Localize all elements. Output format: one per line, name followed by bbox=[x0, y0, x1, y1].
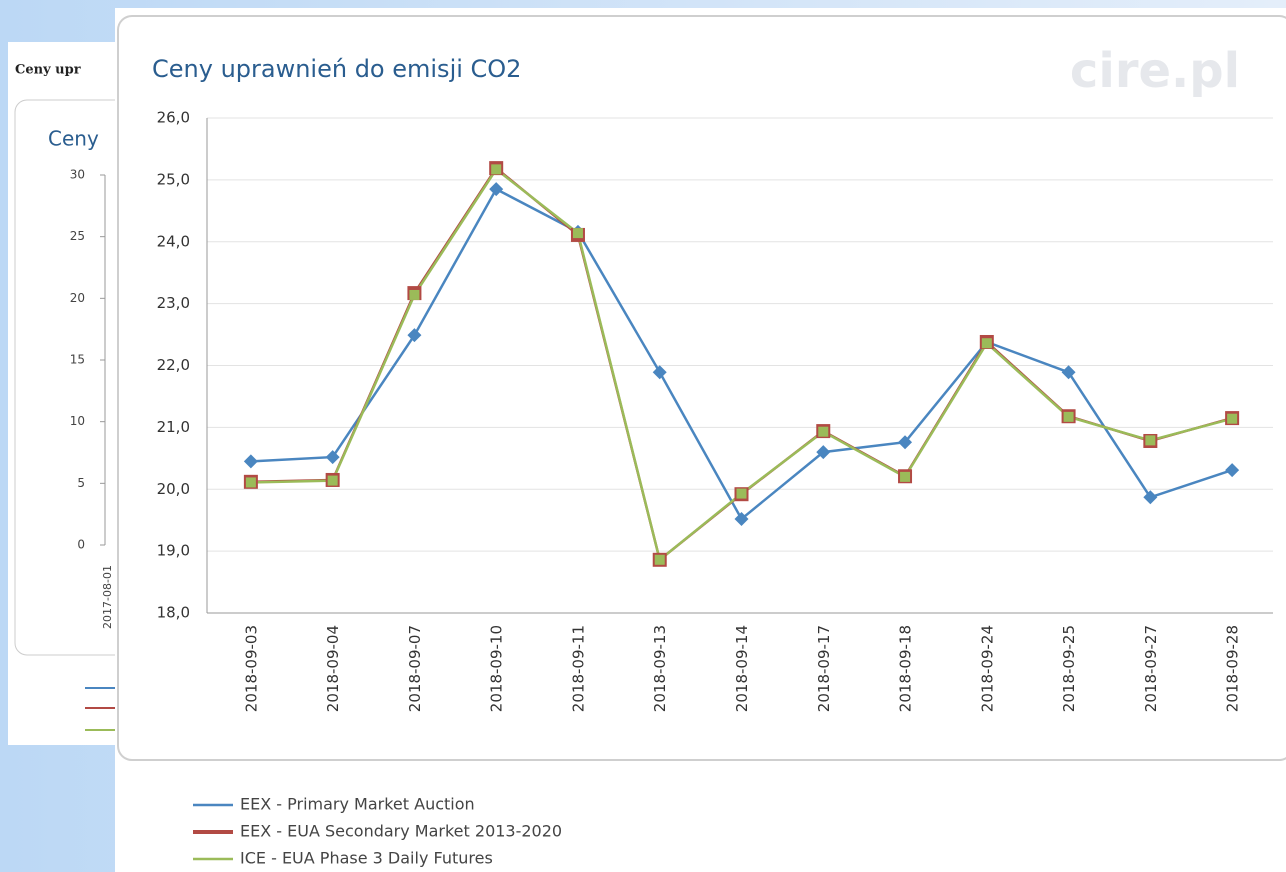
diamond-marker bbox=[407, 328, 422, 343]
back-y-tick-label: 0 bbox=[77, 538, 85, 552]
legend-label: EEX - Primary Market Auction bbox=[240, 795, 475, 814]
back-heading: Ceny upr bbox=[15, 63, 81, 78]
back-y-tick-label: 20 bbox=[70, 291, 85, 305]
diamond-marker bbox=[816, 445, 831, 460]
back-y-tick-label: 15 bbox=[70, 353, 85, 367]
x-tick-label: 2018-09-18 bbox=[897, 625, 915, 712]
diamond-marker bbox=[1143, 490, 1158, 505]
y-tick-label: 26,0 bbox=[157, 109, 190, 127]
chart-frame bbox=[117, 15, 1286, 761]
diamond-marker bbox=[734, 511, 749, 526]
square-marker bbox=[900, 471, 911, 482]
x-tick-label: 2018-09-17 bbox=[815, 625, 833, 712]
square-marker bbox=[409, 289, 420, 300]
back-y-tick-label: 25 bbox=[70, 229, 85, 243]
square-marker bbox=[245, 477, 256, 488]
diamond-marker bbox=[1061, 365, 1076, 380]
y-tick-label: 24,0 bbox=[157, 232, 190, 250]
x-tick-label: 2018-09-25 bbox=[1060, 625, 1078, 712]
square-marker bbox=[1063, 411, 1074, 422]
legend-label: ICE - EUA Phase 3 Daily Futures bbox=[240, 849, 493, 868]
square-marker bbox=[327, 475, 338, 486]
x-tick-label: 2018-09-04 bbox=[324, 625, 342, 712]
x-tick-label: 2018-09-11 bbox=[569, 625, 587, 712]
back-y-tick-label: 5 bbox=[77, 476, 85, 490]
x-tick-label: 2018-09-07 bbox=[406, 625, 424, 712]
x-tick-label: 2018-09-24 bbox=[978, 625, 996, 712]
diamond-marker bbox=[652, 365, 667, 380]
x-tick-label: 2018-09-14 bbox=[733, 625, 751, 712]
diamond-marker bbox=[243, 454, 258, 469]
legend-label: EEX - EUA Secondary Market 2013-2020 bbox=[240, 822, 562, 841]
y-tick-label: 20,0 bbox=[157, 480, 190, 498]
chart-title: Ceny uprawnień do emisji CO2 bbox=[152, 55, 521, 83]
square-marker bbox=[1145, 435, 1156, 446]
square-marker bbox=[981, 338, 992, 349]
square-marker bbox=[654, 554, 665, 565]
square-marker bbox=[818, 426, 829, 437]
back-title: Ceny bbox=[48, 127, 99, 151]
y-tick-label: 23,0 bbox=[157, 294, 190, 312]
y-tick-label: 18,0 bbox=[157, 604, 190, 622]
y-tick-label: 21,0 bbox=[157, 418, 190, 436]
square-marker bbox=[1227, 413, 1238, 424]
diamond-marker bbox=[325, 450, 340, 465]
y-tick-label: 22,0 bbox=[157, 356, 190, 374]
y-tick-label: 19,0 bbox=[157, 542, 190, 560]
diamond-marker bbox=[898, 435, 913, 450]
x-tick-label: 2018-09-03 bbox=[242, 625, 260, 712]
diamond-marker bbox=[1225, 463, 1240, 478]
square-marker bbox=[491, 164, 502, 175]
square-marker bbox=[572, 228, 583, 239]
back-y-tick-label: 10 bbox=[70, 414, 85, 428]
watermark: cire.pl bbox=[1070, 43, 1240, 99]
x-tick-label: 2018-09-10 bbox=[488, 625, 506, 712]
back-y-tick-label: 30 bbox=[70, 168, 85, 182]
x-tick-label: 2018-09-28 bbox=[1224, 625, 1242, 712]
x-tick-label: 2018-09-13 bbox=[651, 625, 669, 712]
back-x-label: 2017-08-01 bbox=[101, 565, 114, 629]
diamond-marker bbox=[489, 182, 504, 197]
x-tick-label: 2018-09-27 bbox=[1142, 625, 1160, 712]
square-marker bbox=[736, 488, 747, 499]
y-tick-label: 25,0 bbox=[157, 170, 190, 188]
